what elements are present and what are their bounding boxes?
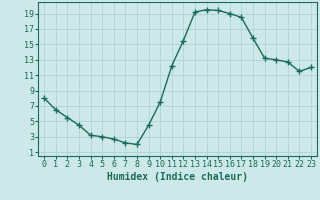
X-axis label: Humidex (Indice chaleur): Humidex (Indice chaleur) bbox=[107, 172, 248, 182]
